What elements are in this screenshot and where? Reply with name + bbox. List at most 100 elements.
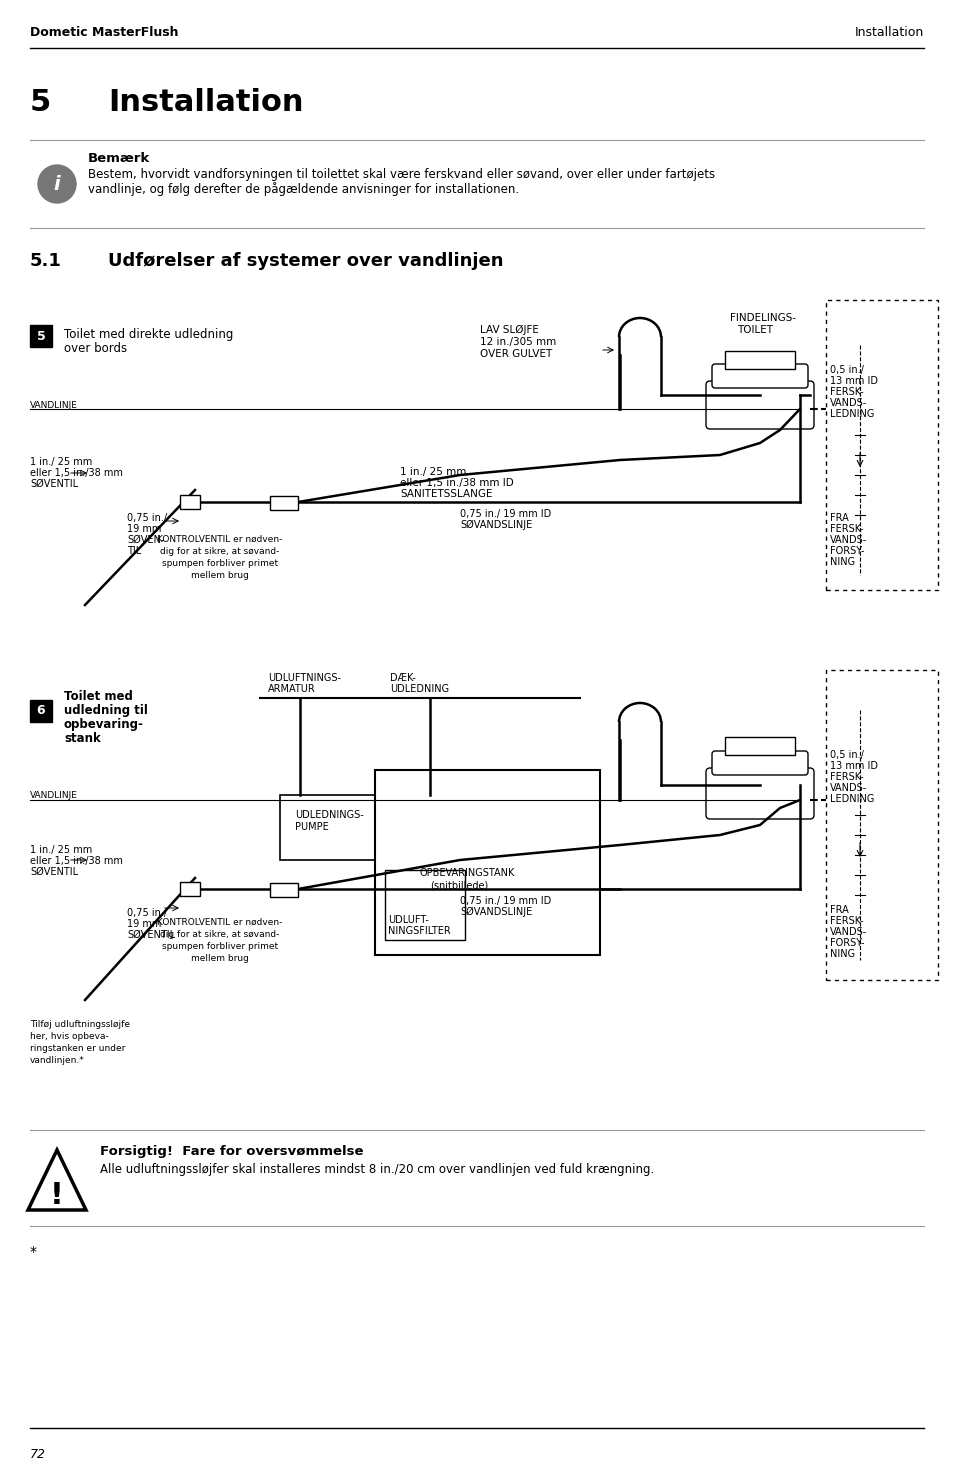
Text: SØVANDSLINJE: SØVANDSLINJE [459, 907, 532, 917]
FancyBboxPatch shape [724, 351, 794, 369]
Text: SØVENTIL: SØVENTIL [127, 931, 175, 940]
Text: spumpen forbliver primet: spumpen forbliver primet [162, 943, 277, 951]
Text: over bords: over bords [64, 342, 127, 355]
Text: VANDLINJE: VANDLINJE [30, 792, 78, 801]
Text: NINGSFILTER: NINGSFILTER [388, 926, 450, 937]
Text: OPBEVARINGSTANK: OPBEVARINGSTANK [419, 867, 515, 878]
Text: 5.1: 5.1 [30, 252, 62, 270]
Text: dig for at sikre, at søvand-: dig for at sikre, at søvand- [160, 931, 279, 940]
Text: KONTROLVENTIL er nødven-: KONTROLVENTIL er nødven- [157, 917, 282, 926]
Text: vandlinjen.*: vandlinjen.* [30, 1056, 85, 1065]
Text: FRA: FRA [829, 906, 848, 914]
Text: 13 mm ID: 13 mm ID [829, 761, 877, 771]
Text: udledning til: udledning til [64, 704, 148, 717]
Text: 1 in./ 25 mm: 1 in./ 25 mm [30, 457, 92, 468]
Text: FERSK-: FERSK- [829, 771, 862, 782]
Text: !: ! [50, 1180, 64, 1209]
Text: 19 mm: 19 mm [127, 524, 161, 534]
Polygon shape [28, 1150, 86, 1210]
Text: FERSK-: FERSK- [829, 916, 862, 926]
Text: SØVENTIL: SØVENTIL [30, 867, 78, 878]
Text: 6: 6 [36, 705, 45, 717]
Text: VANDS-: VANDS- [829, 926, 866, 937]
Text: 0,5 in./: 0,5 in./ [829, 749, 863, 760]
FancyBboxPatch shape [270, 884, 297, 897]
Text: her, hvis opbeva-: her, hvis opbeva- [30, 1032, 109, 1041]
FancyBboxPatch shape [180, 496, 200, 509]
Text: LEDNING: LEDNING [829, 794, 874, 804]
Text: stank: stank [64, 732, 101, 745]
Text: LEDNING: LEDNING [829, 409, 874, 419]
Text: Tilføj udluftningssløjfe: Tilføj udluftningssløjfe [30, 1021, 130, 1030]
Text: 12 in./305 mm: 12 in./305 mm [479, 336, 556, 347]
Circle shape [38, 165, 76, 204]
FancyBboxPatch shape [711, 364, 807, 388]
Text: 72: 72 [30, 1448, 46, 1462]
Text: SØVENTIL: SØVENTIL [30, 479, 78, 490]
Text: eller 1,5 in./38 mm: eller 1,5 in./38 mm [30, 468, 123, 478]
Text: TIL: TIL [127, 546, 141, 556]
Text: NING: NING [829, 948, 854, 959]
Text: UDLUFTNINGS-: UDLUFTNINGS- [268, 673, 340, 683]
Text: VANDS-: VANDS- [829, 783, 866, 794]
Text: i: i [53, 174, 60, 193]
Text: Toilet med direkte udledning: Toilet med direkte udledning [64, 327, 233, 341]
Text: 0,75 in./ 19 mm ID: 0,75 in./ 19 mm ID [459, 509, 551, 519]
Text: 0,5 in./: 0,5 in./ [829, 364, 863, 375]
Text: ARMATUR: ARMATUR [268, 684, 315, 695]
Text: ringstanken er under: ringstanken er under [30, 1044, 125, 1053]
Text: 5: 5 [30, 88, 51, 117]
Text: *: * [30, 1245, 37, 1260]
Text: Udførelser af systemer over vandlinjen: Udførelser af systemer over vandlinjen [108, 252, 503, 270]
Text: 0,75 in./: 0,75 in./ [127, 909, 167, 917]
Text: FORSY-: FORSY- [829, 938, 863, 948]
Text: UDLEDNING: UDLEDNING [390, 684, 449, 695]
FancyBboxPatch shape [825, 299, 937, 590]
FancyBboxPatch shape [375, 770, 599, 954]
Text: 19 mm: 19 mm [127, 919, 161, 929]
Text: FERSK-: FERSK- [829, 386, 862, 397]
Text: 0,75 in./: 0,75 in./ [127, 513, 167, 524]
FancyBboxPatch shape [30, 324, 52, 347]
Text: TOILET: TOILET [737, 324, 772, 335]
FancyBboxPatch shape [30, 701, 52, 721]
FancyBboxPatch shape [705, 381, 813, 429]
Text: UDLUFT-: UDLUFT- [388, 914, 429, 925]
Text: (snitbillede): (snitbillede) [430, 881, 488, 889]
FancyBboxPatch shape [724, 738, 794, 755]
Text: eller 1,5 in./38 mm: eller 1,5 in./38 mm [30, 855, 123, 866]
Text: 1 in./ 25 mm: 1 in./ 25 mm [399, 468, 466, 476]
Text: dig for at sikre, at søvand-: dig for at sikre, at søvand- [160, 547, 279, 556]
Text: Forsigtig!  Fare for oversvømmelse: Forsigtig! Fare for oversvømmelse [100, 1145, 363, 1158]
Text: VANDS-: VANDS- [829, 535, 866, 544]
FancyBboxPatch shape [705, 768, 813, 819]
Text: mellem brug: mellem brug [191, 571, 249, 580]
Text: opbevaring-: opbevaring- [64, 718, 144, 732]
Text: spumpen forbliver primet: spumpen forbliver primet [162, 559, 277, 568]
Text: FRA: FRA [829, 513, 848, 524]
Text: 5: 5 [36, 329, 46, 342]
Text: Alle udluftningssløjfer skal installeres mindst 8 in./20 cm over vandlinjen ved : Alle udluftningssløjfer skal installeres… [100, 1162, 654, 1176]
FancyBboxPatch shape [825, 670, 937, 979]
Text: eller 1,5 in./38 mm ID: eller 1,5 in./38 mm ID [399, 478, 514, 488]
Text: Bestem, hvorvidt vandforsyningen til toilettet skal være ferskvand eller søvand,: Bestem, hvorvidt vandforsyningen til toi… [88, 168, 715, 181]
FancyBboxPatch shape [385, 870, 464, 940]
Text: VANDS-: VANDS- [829, 398, 866, 409]
Text: NING: NING [829, 558, 854, 566]
Text: OVER GULVET: OVER GULVET [479, 350, 552, 358]
Text: 0,75 in./ 19 mm ID: 0,75 in./ 19 mm ID [459, 895, 551, 906]
Text: SØVANDSLINJE: SØVANDSLINJE [459, 521, 532, 530]
Text: DÆK-: DÆK- [390, 673, 416, 683]
Text: FERSK-: FERSK- [829, 524, 862, 534]
Text: 13 mm ID: 13 mm ID [829, 376, 877, 386]
Text: VANDLINJE: VANDLINJE [30, 401, 78, 410]
FancyBboxPatch shape [270, 496, 297, 510]
FancyBboxPatch shape [280, 795, 375, 860]
Text: Dometic MasterFlush: Dometic MasterFlush [30, 25, 178, 38]
Text: UDLEDNINGS-: UDLEDNINGS- [294, 810, 363, 820]
Text: LAV SLØJFE: LAV SLØJFE [479, 324, 538, 335]
Text: FINDELINGS-: FINDELINGS- [729, 313, 796, 323]
Text: FORSY-: FORSY- [829, 546, 863, 556]
Text: 1 in./ 25 mm: 1 in./ 25 mm [30, 845, 92, 856]
FancyBboxPatch shape [711, 751, 807, 774]
